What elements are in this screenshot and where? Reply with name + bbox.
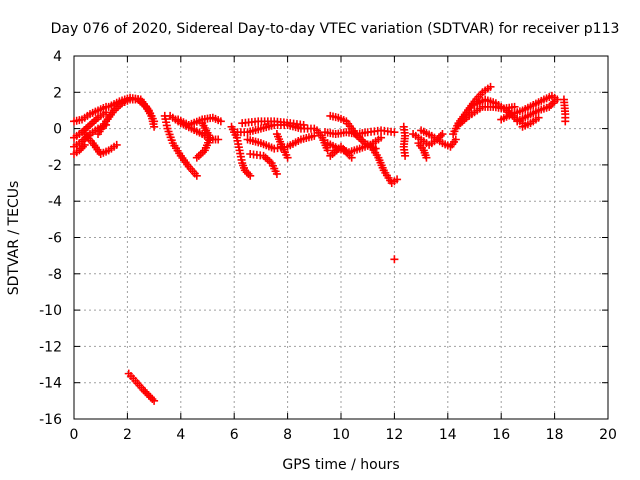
x-tick-label: 2 <box>123 427 132 443</box>
data-point <box>148 395 157 404</box>
x-tick-label: 0 <box>70 427 79 443</box>
data-point <box>192 171 201 180</box>
data-point <box>534 113 543 122</box>
data-series-arc-j <box>166 111 223 144</box>
data-point <box>550 97 559 106</box>
data-point <box>214 135 223 144</box>
data-series-arc-d <box>70 140 89 159</box>
x-tick-label: 6 <box>230 427 239 443</box>
data-layer <box>70 82 570 405</box>
data-point <box>240 166 249 175</box>
data-series-arc-h <box>124 369 159 405</box>
x-tick-label: 14 <box>439 427 457 443</box>
data-series-arc-s <box>312 126 332 155</box>
data-series-arc-ai <box>518 113 543 131</box>
x-tick-label: 12 <box>385 427 403 443</box>
data-point <box>377 133 386 142</box>
data-point <box>299 120 308 129</box>
y-tick-label: -4 <box>48 194 62 210</box>
y-tick-label: 4 <box>53 49 62 65</box>
data-point <box>112 140 121 149</box>
data-point <box>401 151 410 160</box>
data-series-arc-q <box>246 150 281 178</box>
data-point <box>390 128 399 137</box>
data-point <box>548 99 557 108</box>
data-series-arc-u <box>320 126 399 139</box>
data-series-arc-a <box>70 102 111 126</box>
grid-layer <box>74 56 608 419</box>
data-point <box>78 142 87 151</box>
y-tick-label: -12 <box>39 339 62 355</box>
x-tick-label: 18 <box>546 427 564 443</box>
data-series-arc-l <box>192 119 215 162</box>
data-point <box>486 82 495 91</box>
data-point <box>150 117 159 126</box>
x-axis-label: GPS time / hours <box>282 457 399 473</box>
data-point <box>141 387 150 396</box>
data-point <box>272 169 281 178</box>
data-point <box>216 117 225 126</box>
data-point <box>150 396 159 405</box>
y-tick-label: -2 <box>48 158 62 174</box>
x-tick-label: 8 <box>283 427 292 443</box>
data-point <box>75 146 84 155</box>
data-series-arc-z <box>399 122 410 160</box>
data-point <box>77 144 86 153</box>
data-series-arc-e <box>80 130 121 159</box>
y-tick-label: -6 <box>48 231 62 247</box>
y-tick-label: -8 <box>48 267 62 283</box>
data-point <box>390 255 399 264</box>
x-tick-label: 4 <box>176 427 185 443</box>
data-point <box>192 153 201 162</box>
data-series-arc-y <box>390 255 399 264</box>
data-series-arc-x <box>366 140 402 188</box>
data-point <box>146 393 155 402</box>
data-series-arc-k <box>174 113 225 129</box>
data-point <box>547 101 556 110</box>
data-point <box>561 117 570 126</box>
x-tick-label: 20 <box>599 427 617 443</box>
data-series-arc-g <box>104 93 159 126</box>
data-point <box>242 168 251 177</box>
data-series-arc-ac <box>417 126 460 151</box>
x-tick-label: 16 <box>492 427 510 443</box>
data-point <box>246 171 255 180</box>
data-point <box>347 153 356 162</box>
y-tick-label: 0 <box>53 122 62 138</box>
data-point <box>545 102 554 111</box>
data-series-arc-af <box>470 95 527 128</box>
y-axis-label: SDTVAR / TECUs <box>6 181 22 296</box>
chart-title: Day 076 of 2020, Sidereal Day-to-day VTE… <box>51 21 620 37</box>
x-tick-label: 10 <box>332 427 350 443</box>
data-series-arc-i <box>160 111 201 180</box>
data-series-arc-ag <box>497 91 562 124</box>
data-series-arc-aj <box>559 95 570 126</box>
data-point <box>393 175 402 184</box>
data-series-arc-w <box>326 142 356 162</box>
data-series-arc-o <box>238 117 308 129</box>
data-point <box>244 169 253 178</box>
data-point <box>80 140 89 149</box>
data-point <box>436 131 445 140</box>
data-point <box>438 130 447 139</box>
y-tick-label: -14 <box>39 376 62 392</box>
data-point <box>144 391 153 400</box>
data-point <box>139 385 148 394</box>
data-series-arc-r <box>272 130 292 162</box>
data-point <box>283 153 292 162</box>
data-series-arc-ab <box>414 139 431 162</box>
data-point <box>422 153 431 162</box>
data-point <box>323 146 332 155</box>
y-tick-label: 2 <box>53 85 62 101</box>
data-series-arc-ah <box>513 97 559 126</box>
y-tick-label: -16 <box>39 412 62 428</box>
y-tick-label: -10 <box>39 303 62 319</box>
data-point <box>142 389 151 398</box>
data-point <box>451 135 460 144</box>
